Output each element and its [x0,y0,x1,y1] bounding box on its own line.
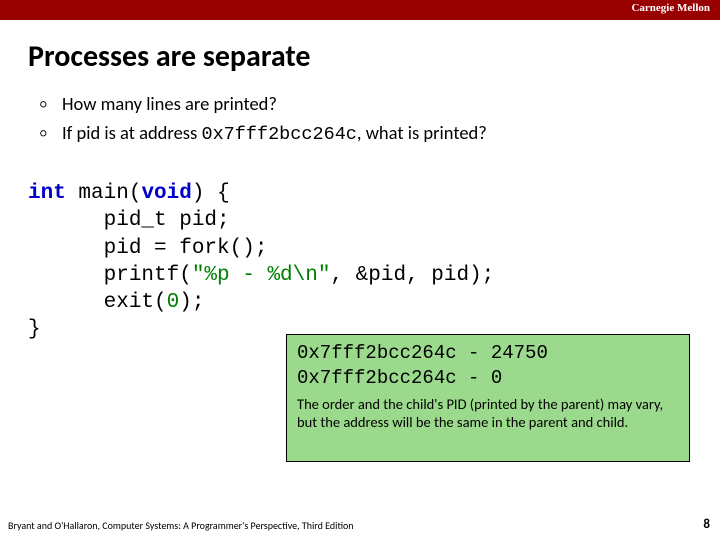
bullet-text-pre: If pid is at address [62,121,201,144]
output-line: 0x7fff2bcc264c - 0 [297,367,502,389]
code-string: "%p - %d\n" [192,264,331,287]
code-text: printf( [28,264,192,287]
code-text: , &pid, pid); [330,264,494,287]
code-block: int main(void) { pid_t pid; pid = fork()… [28,180,494,344]
page-number: 8 [703,517,710,532]
slide: Carnegie Mellon Processes are separate H… [0,0,720,540]
output-box: 0x7fff2bcc264c - 24750 0x7fff2bcc264c - … [286,334,690,462]
output-line: 0x7fff2bcc264c - 24750 [297,342,548,364]
code-text: } [28,318,41,341]
bullet-address: 0x7fff2bcc264c [201,124,356,145]
bullet-text-post: , what is printed? [357,121,487,144]
code-text: main( [66,182,142,205]
institution-label: Carnegie Mellon [631,2,710,14]
code-text: ); [179,291,204,314]
code-text: exit( [28,291,167,314]
top-bar [0,0,720,20]
bullet-text: How many lines are printed? [62,92,277,115]
footer-citation: Bryant and O'Hallaron, Computer Systems:… [8,519,354,532]
code-keyword: void [141,182,191,205]
bullet-list: How many lines are printed? If pid is at… [40,92,680,152]
bullet-item: How many lines are printed? [40,92,680,117]
code-text: ) { [192,182,230,205]
output-lines: 0x7fff2bcc264c - 24750 0x7fff2bcc264c - … [297,341,679,390]
output-note: The order and the child's PID (printed b… [297,396,679,431]
slide-title: Processes are separate [28,38,311,75]
code-text: pid = fork(); [28,237,267,260]
code-number: 0 [167,291,180,314]
bullet-item: If pid is at address 0x7fff2bcc264c, wha… [40,121,680,148]
code-keyword: int [28,182,66,205]
code-text: pid_t pid; [28,209,230,232]
